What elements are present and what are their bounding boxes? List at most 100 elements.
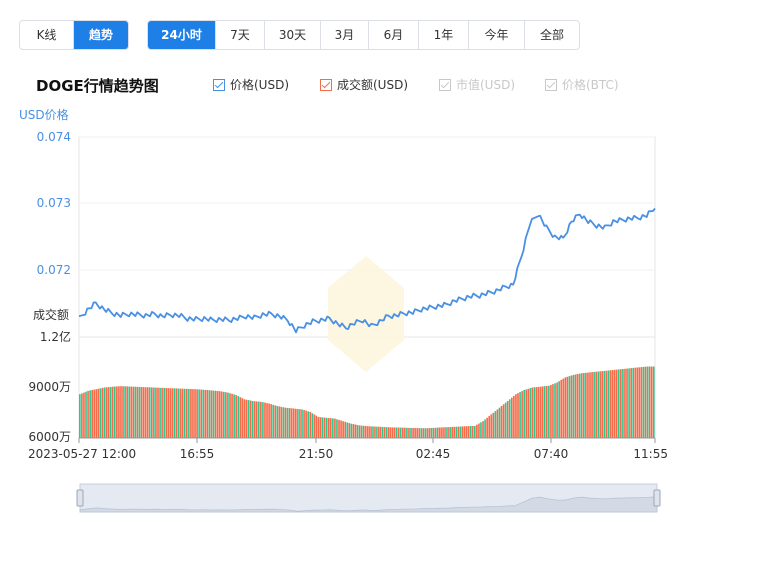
volume-bar [418, 428, 421, 438]
volume-bar [136, 386, 139, 438]
volume-bar [151, 387, 153, 438]
volume-bar [541, 386, 544, 438]
volume-bar [85, 391, 87, 438]
volume-bar [638, 367, 641, 438]
volume-bar [404, 427, 406, 438]
volume-bar [603, 370, 606, 438]
volume-bar [132, 386, 135, 438]
volume-bar [428, 428, 431, 438]
volume-bar [179, 388, 182, 438]
volume-bar [247, 400, 250, 438]
volume-bar [272, 404, 275, 438]
volume-bar [375, 426, 377, 438]
volume-bar [282, 407, 285, 438]
volume-bar [313, 414, 316, 438]
volume-bar [167, 388, 170, 438]
volume-bar [364, 426, 367, 438]
volume-bar [210, 390, 213, 438]
volume-bar [303, 410, 305, 438]
volume-bar [159, 387, 161, 438]
volume-bar [340, 420, 342, 438]
volume-bar [562, 378, 565, 438]
volume-bar [543, 386, 546, 438]
volume-bar [513, 395, 515, 438]
volume-bar [558, 381, 560, 438]
volume-bar [552, 384, 554, 438]
volume-bar [373, 426, 375, 438]
legend-item-2[interactable]: 市值(USD) [439, 76, 515, 93]
x-tick-label: 16:55 [180, 447, 215, 461]
range-tab-0[interactable]: 24小时 [148, 21, 216, 49]
legend-checkbox-icon[interactable] [439, 78, 451, 91]
volume-bar [241, 398, 244, 438]
volume-bar [223, 391, 225, 438]
volume-bar [634, 367, 637, 438]
volume-bar [473, 425, 476, 438]
volume-bar [424, 428, 427, 438]
mode-tab-1[interactable]: 趋势 [74, 21, 128, 49]
volume-bar [327, 418, 330, 438]
volume-bar [422, 428, 425, 438]
volume-bar [628, 368, 630, 438]
volume-bar [387, 427, 390, 438]
price-tick-label: 0.072 [37, 263, 71, 277]
time-range-tabs: 24小时 7天 30天 3月 6月 1年 今年 全部 [147, 20, 580, 50]
volume-bar [535, 387, 538, 438]
volume-bar [124, 386, 126, 438]
volume-bar [591, 372, 593, 438]
volume-bar [439, 427, 441, 438]
range-tab-6[interactable]: 今年 [469, 21, 525, 49]
legend-checkbox-icon[interactable] [320, 78, 332, 91]
volume-bar [478, 423, 480, 438]
volume-bar [504, 402, 507, 438]
volume-bar [274, 405, 277, 438]
range-tab-3[interactable]: 3月 [321, 21, 369, 49]
volume-bar [354, 424, 357, 438]
legend-item-0[interactable]: 价格(USD) [213, 76, 289, 93]
volume-bar [589, 372, 591, 438]
volume-bar [344, 421, 347, 438]
mode-tab-0[interactable]: K线 [20, 21, 74, 49]
navigator-handle-right[interactable] [653, 489, 661, 507]
volume-bar [395, 427, 398, 438]
volume-bar [471, 426, 474, 438]
watermark-logo [328, 256, 404, 372]
volume-bar [379, 426, 381, 438]
volume-bar [317, 417, 320, 438]
volume-bar [506, 401, 509, 438]
legend-checkbox-icon[interactable] [213, 78, 225, 91]
volume-bar [461, 426, 464, 438]
volume-bar [346, 422, 349, 438]
volume-bar [367, 426, 369, 438]
range-tab-2[interactable]: 30天 [265, 21, 321, 49]
legend-checkbox-icon[interactable] [545, 78, 557, 91]
volume-bar [371, 426, 373, 438]
volume-bar [200, 389, 203, 438]
volume-bar [227, 392, 229, 438]
volume-bar [568, 376, 571, 438]
volume-bar [122, 386, 124, 438]
volume-bar [183, 388, 186, 438]
range-tab-5[interactable]: 1年 [419, 21, 469, 49]
volume-bar [455, 426, 458, 438]
volume-tick-label: 1.2亿 [40, 329, 71, 344]
volume-bar [414, 428, 416, 438]
legend-item-3[interactable]: 价格(BTC) [545, 76, 619, 93]
volume-bar [496, 409, 499, 438]
volume-bar [385, 427, 388, 438]
volume-bar [99, 388, 102, 438]
navigator-handle-left[interactable] [76, 489, 84, 507]
x-tick-label: 02:45 [416, 447, 451, 461]
volume-bar [268, 403, 270, 438]
volume-bar [545, 386, 548, 438]
range-tab-4[interactable]: 6月 [369, 21, 419, 49]
legend-item-1[interactable]: 成交额(USD) [320, 76, 408, 93]
range-tab-1[interactable]: 7天 [216, 21, 265, 49]
volume-bar [260, 401, 262, 438]
volume-bar [134, 386, 137, 438]
volume-bar [583, 373, 585, 438]
volume-bar [578, 373, 581, 438]
range-tab-7[interactable]: 全部 [539, 28, 564, 42]
volume-bar [416, 428, 419, 438]
